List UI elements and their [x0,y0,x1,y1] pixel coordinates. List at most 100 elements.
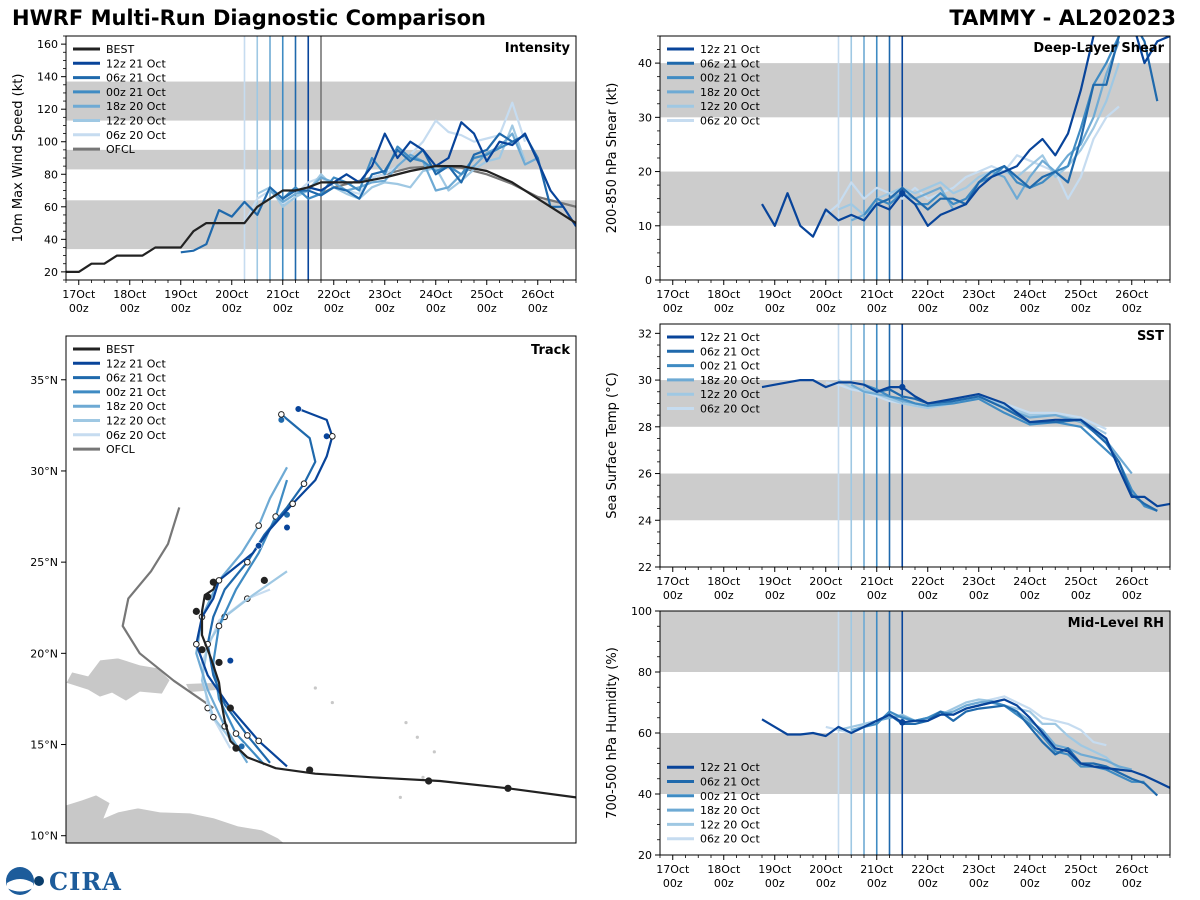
intensity-xtick-hour: 00z [375,302,395,315]
legend-label-ofcl: OFCL [106,443,136,456]
shear-series-06z-20-oct [825,105,1120,216]
track-frame [65,335,577,844]
legend-label-12z-20-oct: 12z 20 Oct [106,415,166,428]
logo-text: CIRA [49,867,122,896]
track-ytick-label: 20°N [30,647,58,660]
rh-ylabel: 700-500 hPa Humidity (%) [605,647,620,819]
intensity-xtick-hour: 00z [171,302,191,315]
legend-label-18z-20-oct: 18z 20 Oct [700,374,760,387]
lesser-antilles-island [421,775,425,779]
track-forecast-dot [193,640,200,648]
sst-xtick-hour: 00z [765,589,785,602]
rh-xtick-hour: 00z [765,877,785,890]
track-series-06z-21-oct [206,413,317,764]
shear-series-12z-21-oct [761,36,1170,238]
sst-xtick-date: 20Oct [809,575,843,588]
sst-xtick-date: 25Oct [1064,575,1098,588]
shear-ytick-label: 40 [638,57,652,70]
shear-xtick-hour: 00z [867,302,887,315]
track-position-dot [192,607,200,615]
rh-xtick-date: 26Oct [1115,863,1149,876]
intensity-ytick-label: 60 [44,201,58,214]
track-series-18z-20-oct [195,466,288,764]
figure-title: HWRF Multi-Run Diagnostic Comparison [12,6,487,30]
noaa-icon [6,867,44,895]
track-position-dot [425,777,433,785]
intensity-xtick-date: 23Oct [368,288,402,301]
rh-xtick-date: 24Oct [1013,863,1047,876]
intensity-series-best [66,165,576,273]
rh-xtick-hour: 00z [969,877,989,890]
track-position-dot [204,593,212,601]
shear-ytick-label: 0 [645,274,652,287]
sst-xtick-hour: 00z [1071,589,1091,602]
south-america-coast [66,794,285,843]
rh-xtick-hour: 00z [1071,877,1091,890]
rh-title: Mid-Level RH [1068,616,1164,631]
legend-label-12z-21-oct: 12z 21 Oct [106,357,166,370]
rh-xtick-hour: 00z [816,877,836,890]
shear-xtick-hour: 00z [918,302,938,315]
sst-xtick-hour: 00z [663,589,683,602]
track-forecast-dot [232,730,240,737]
sst-title: SST [1137,329,1164,344]
shear-xtick-hour: 00z [1122,302,1142,315]
legend-label-12z-21-oct: 12z 21 Oct [700,331,760,344]
track-ytick-label: 15°N [30,739,58,752]
track-position-dot [232,744,240,752]
intensity-xtick-date: 17Oct [62,288,96,301]
legend-label-18z-20-oct: 18z 20 Oct [106,400,166,413]
track-forecast-dot [278,411,285,418]
intensity-xtick-hour: 00z [477,302,497,315]
intensity-panel: 2040608010012014016017Oct00z18Oct00z19Oc… [11,35,577,315]
intensity-series-06z-21-oct [180,132,564,254]
track-ytick-label: 10°N [30,830,58,843]
shear-xtick-date: 18Oct [707,288,741,301]
shear-xtick-hour: 00z [765,302,785,315]
rh-xtick-hour: 00z [918,877,938,890]
sst-init-marker [899,383,906,391]
intensity-series-00z-21-oct [282,140,513,200]
legend-label-06z-20-oct: 06z 20 Oct [700,115,760,128]
rh-series-12z-21-oct [761,698,1170,789]
track-position-dot [215,658,223,667]
legend-label-06z-20-oct: 06z 20 Oct [106,429,166,442]
sst-series-06z-21-oct [876,388,1158,512]
sst-xtick-hour: 00z [714,589,734,602]
track-series-12z-21-oct [195,407,334,768]
sst-xtick-date: 21Oct [860,575,894,588]
sst-ytick-label: 30 [638,374,652,387]
shear-ylabel: 200-850 hPa Shear (kt) [605,83,620,234]
shear-xtick-date: 22Oct [911,288,945,301]
track-position-dot [226,657,234,665]
shear-xtick-hour: 00z [663,302,683,315]
track-forecast-dot [255,737,262,745]
rh-xtick-date: 21Oct [860,863,894,876]
legend-label-00z-21-oct: 00z 21 Oct [700,360,760,373]
sst-ytick-label: 22 [638,561,652,574]
shear-series-12z-20-oct [838,62,1121,216]
legend-label-ofcl: OFCL [106,143,136,156]
rh-xtick-date: 23Oct [962,863,996,876]
intensity-ylabel: 10m Max Wind Speed (kt) [11,74,26,243]
legend-label-00z-21-oct: 00z 21 Oct [106,386,166,399]
sst-xtick-hour: 00z [969,589,989,602]
intensity-xtick-date: 22Oct [317,288,351,301]
lesser-antilles-island [404,721,408,725]
hispaniola-island [66,657,171,702]
intensity-xtick-date: 21Oct [266,288,300,301]
lesser-antilles-island [313,686,317,690]
intensity-xtick-hour: 00z [426,302,446,315]
track-ytick-label: 30°N [30,465,58,478]
intensity-xtick-date: 26Oct [521,288,555,301]
legend-label-18z-20-oct: 18z 20 Oct [700,86,760,99]
legend-label-12z-20-oct: 12z 20 Oct [700,388,760,401]
rh-ytick-label: 20 [638,849,652,862]
sst-xtick-hour: 00z [1122,589,1142,602]
rh-xtick-hour: 00z [663,877,683,890]
shear-xtick-hour: 00z [816,302,836,315]
track-forecast-dot [289,500,296,508]
rh-xtick-date: 20Oct [809,863,843,876]
intensity-xtick-date: 25Oct [470,288,504,301]
